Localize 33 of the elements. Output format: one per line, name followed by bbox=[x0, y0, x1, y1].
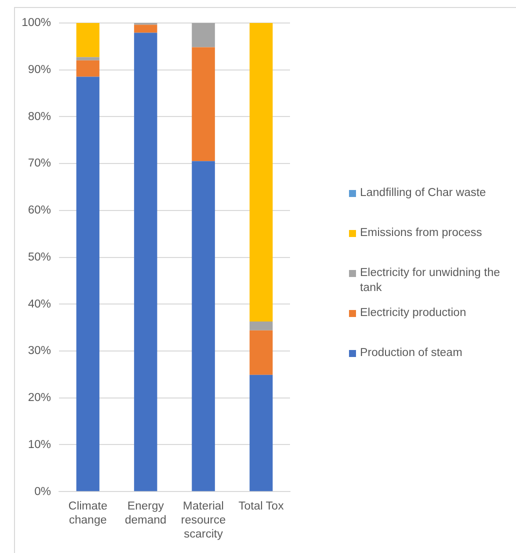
legend-label: Emissions from process bbox=[360, 226, 484, 241]
y-tick-label: 80% bbox=[28, 110, 51, 123]
y-tick-label: 50% bbox=[28, 251, 51, 264]
bar bbox=[134, 24, 158, 33]
bar bbox=[192, 22, 215, 48]
bar bbox=[192, 161, 215, 492]
y-tick-label: 90% bbox=[28, 64, 51, 76]
bar bbox=[250, 330, 273, 375]
legend-label: Production of steam bbox=[360, 346, 464, 361]
bar bbox=[192, 47, 215, 162]
y-tick-label: 100% bbox=[22, 17, 51, 30]
y-tick-label: 0% bbox=[34, 486, 51, 498]
bar bbox=[76, 76, 100, 492]
y-tick-label: 30% bbox=[28, 345, 51, 358]
bar bbox=[76, 57, 100, 60]
bar bbox=[250, 22, 273, 322]
bar bbox=[76, 60, 100, 77]
y-tick-label: 70% bbox=[28, 158, 51, 170]
y-tick-label: 10% bbox=[28, 438, 51, 451]
legend-label: Electricity production bbox=[360, 306, 468, 321]
x-tick-label: Energy demand bbox=[124, 500, 166, 526]
legend-label: Electricity for unwidning the tank bbox=[360, 266, 501, 296]
legend-label: Landfilling of Char waste bbox=[360, 186, 487, 201]
x-tick-label: Material resource scarcity bbox=[181, 500, 226, 540]
x-tick-label: Total Tox bbox=[238, 500, 284, 513]
y-tick-label: 20% bbox=[28, 392, 51, 404]
bar bbox=[250, 321, 273, 330]
bar bbox=[76, 22, 100, 58]
bar bbox=[250, 374, 273, 492]
bar bbox=[134, 32, 158, 492]
y-tick-label: 60% bbox=[28, 204, 51, 217]
y-tick-label: 40% bbox=[28, 298, 51, 310]
x-tick-label: Climate change bbox=[68, 500, 108, 526]
